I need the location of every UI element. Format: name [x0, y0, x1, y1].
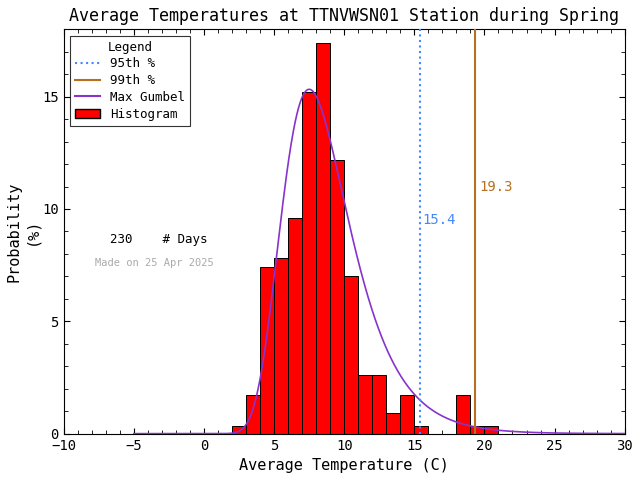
Bar: [330, 159, 344, 433]
Bar: [302, 92, 316, 433]
Bar: [400, 396, 414, 433]
Bar: [387, 413, 400, 433]
Text: 19.3: 19.3: [479, 180, 513, 193]
Text: 15.4: 15.4: [423, 213, 456, 227]
Bar: [470, 426, 484, 433]
Bar: [414, 426, 428, 433]
Legend: 95th %, 99th %, Max Gumbel, Histogram: 95th %, 99th %, Max Gumbel, Histogram: [70, 36, 190, 126]
Bar: [484, 426, 499, 433]
Bar: [288, 218, 302, 433]
Y-axis label: Probability
(%): Probability (%): [7, 181, 39, 282]
Bar: [316, 43, 330, 433]
Bar: [232, 426, 246, 433]
Bar: [274, 258, 288, 433]
Bar: [358, 375, 372, 433]
Text: 230    # Days: 230 # Days: [95, 233, 207, 247]
Bar: [246, 396, 260, 433]
Bar: [372, 375, 387, 433]
Bar: [344, 276, 358, 433]
Text: Made on 25 Apr 2025: Made on 25 Apr 2025: [95, 258, 213, 268]
Title: Average Temperatures at TTNVWSN01 Station during Spring: Average Temperatures at TTNVWSN01 Statio…: [69, 7, 620, 25]
Bar: [456, 396, 470, 433]
X-axis label: Average Temperature (C): Average Temperature (C): [239, 458, 449, 473]
Bar: [260, 267, 274, 433]
